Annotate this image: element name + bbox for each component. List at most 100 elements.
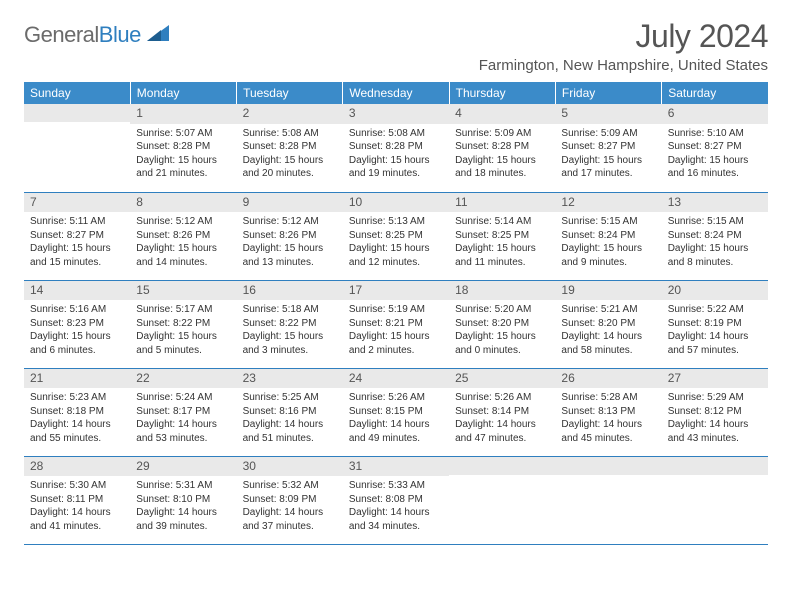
day-number: 26 bbox=[555, 369, 661, 389]
day-dl2: and 13 minutes. bbox=[243, 256, 337, 270]
day-sr: Sunrise: 5:22 AM bbox=[668, 303, 762, 317]
day-sr: Sunrise: 5:12 AM bbox=[243, 215, 337, 229]
day-ss: Sunset: 8:16 PM bbox=[243, 405, 337, 419]
day-sr: Sunrise: 5:10 AM bbox=[668, 127, 762, 141]
day-sr: Sunrise: 5:11 AM bbox=[30, 215, 124, 229]
day-dl2: and 37 minutes. bbox=[243, 520, 337, 534]
day-content: Sunrise: 5:08 AMSunset: 8:28 PMDaylight:… bbox=[343, 124, 449, 185]
day-dl2: and 43 minutes. bbox=[668, 432, 762, 446]
title-block: July 2024 Farmington, New Hampshire, Uni… bbox=[479, 18, 768, 74]
day-sr: Sunrise: 5:25 AM bbox=[243, 391, 337, 405]
day-ss: Sunset: 8:22 PM bbox=[243, 317, 337, 331]
day-ss: Sunset: 8:25 PM bbox=[349, 229, 443, 243]
day-number: 5 bbox=[555, 104, 661, 124]
day-dl2: and 6 minutes. bbox=[30, 344, 124, 358]
day-number: 9 bbox=[237, 193, 343, 213]
calendar-day-cell: 14Sunrise: 5:16 AMSunset: 8:23 PMDayligh… bbox=[24, 280, 130, 368]
day-content: Sunrise: 5:26 AMSunset: 8:15 PMDaylight:… bbox=[343, 388, 449, 449]
day-ss: Sunset: 8:24 PM bbox=[668, 229, 762, 243]
day-ss: Sunset: 8:20 PM bbox=[455, 317, 549, 331]
day-content: Sunrise: 5:20 AMSunset: 8:20 PMDaylight:… bbox=[449, 300, 555, 361]
calendar-week-row: 28Sunrise: 5:30 AMSunset: 8:11 PMDayligh… bbox=[24, 456, 768, 544]
day-dl1: Daylight: 14 hours bbox=[243, 506, 337, 520]
day-content: Sunrise: 5:26 AMSunset: 8:14 PMDaylight:… bbox=[449, 388, 555, 449]
day-content: Sunrise: 5:15 AMSunset: 8:24 PMDaylight:… bbox=[662, 212, 768, 273]
calendar-day-cell: 13Sunrise: 5:15 AMSunset: 8:24 PMDayligh… bbox=[662, 192, 768, 280]
day-number: 22 bbox=[130, 369, 236, 389]
day-ss: Sunset: 8:08 PM bbox=[349, 493, 443, 507]
calendar-day-cell: 16Sunrise: 5:18 AMSunset: 8:22 PMDayligh… bbox=[237, 280, 343, 368]
day-dl1: Daylight: 14 hours bbox=[136, 418, 230, 432]
day-dl1: Daylight: 14 hours bbox=[455, 418, 549, 432]
calendar-day-cell: 23Sunrise: 5:25 AMSunset: 8:16 PMDayligh… bbox=[237, 368, 343, 456]
day-dl1: Daylight: 15 hours bbox=[243, 330, 337, 344]
day-dl1: Daylight: 14 hours bbox=[30, 506, 124, 520]
day-sr: Sunrise: 5:26 AM bbox=[455, 391, 549, 405]
day-number: 19 bbox=[555, 281, 661, 301]
day-dl1: Daylight: 14 hours bbox=[349, 506, 443, 520]
day-content: Sunrise: 5:23 AMSunset: 8:18 PMDaylight:… bbox=[24, 388, 130, 449]
calendar-week-row: 14Sunrise: 5:16 AMSunset: 8:23 PMDayligh… bbox=[24, 280, 768, 368]
day-dl1: Daylight: 15 hours bbox=[668, 154, 762, 168]
empty-day-header bbox=[555, 457, 661, 475]
day-content: Sunrise: 5:09 AMSunset: 8:28 PMDaylight:… bbox=[449, 124, 555, 185]
day-sr: Sunrise: 5:23 AM bbox=[30, 391, 124, 405]
day-dl2: and 39 minutes. bbox=[136, 520, 230, 534]
day-dl2: and 20 minutes. bbox=[243, 167, 337, 181]
calendar-day-cell: 20Sunrise: 5:22 AMSunset: 8:19 PMDayligh… bbox=[662, 280, 768, 368]
day-content: Sunrise: 5:17 AMSunset: 8:22 PMDaylight:… bbox=[130, 300, 236, 361]
day-ss: Sunset: 8:20 PM bbox=[561, 317, 655, 331]
calendar-week-row: 7Sunrise: 5:11 AMSunset: 8:27 PMDaylight… bbox=[24, 192, 768, 280]
day-content: Sunrise: 5:15 AMSunset: 8:24 PMDaylight:… bbox=[555, 212, 661, 273]
day-dl2: and 15 minutes. bbox=[30, 256, 124, 270]
triangle-icon bbox=[147, 25, 169, 46]
calendar-day-cell: 17Sunrise: 5:19 AMSunset: 8:21 PMDayligh… bbox=[343, 280, 449, 368]
day-content: Sunrise: 5:12 AMSunset: 8:26 PMDaylight:… bbox=[237, 212, 343, 273]
day-content: Sunrise: 5:22 AMSunset: 8:19 PMDaylight:… bbox=[662, 300, 768, 361]
day-ss: Sunset: 8:09 PM bbox=[243, 493, 337, 507]
day-number: 6 bbox=[662, 104, 768, 124]
day-sr: Sunrise: 5:24 AM bbox=[136, 391, 230, 405]
calendar-day-cell: 10Sunrise: 5:13 AMSunset: 8:25 PMDayligh… bbox=[343, 192, 449, 280]
calendar-day-cell: 30 Sunrise: 5:32 AMSunset: 8:09 PMDayligh… bbox=[237, 456, 343, 544]
calendar-day-cell: 19Sunrise: 5:21 AMSunset: 8:20 PMDayligh… bbox=[555, 280, 661, 368]
day-dl2: and 17 minutes. bbox=[561, 167, 655, 181]
day-dl2: and 47 minutes. bbox=[455, 432, 549, 446]
day-ss: Sunset: 8:13 PM bbox=[561, 405, 655, 419]
day-dl2: and 3 minutes. bbox=[243, 344, 337, 358]
calendar-week-row: 21Sunrise: 5:23 AMSunset: 8:18 PMDayligh… bbox=[24, 368, 768, 456]
day-content: Sunrise: 5:12 AMSunset: 8:26 PMDaylight:… bbox=[130, 212, 236, 273]
day-number: 14 bbox=[24, 281, 130, 301]
calendar-header-row: SundayMondayTuesdayWednesdayThursdayFrid… bbox=[24, 82, 768, 104]
day-dl1: Daylight: 15 hours bbox=[668, 242, 762, 256]
day-ss: Sunset: 8:28 PM bbox=[243, 140, 337, 154]
day-sr: Sunrise: 5:32 AM bbox=[243, 479, 337, 493]
day-content: Sunrise: 5:16 AMSunset: 8:23 PMDaylight:… bbox=[24, 300, 130, 361]
day-number: 12 bbox=[555, 193, 661, 213]
calendar-day-cell: 2Sunrise: 5:08 AMSunset: 8:28 PMDaylight… bbox=[237, 104, 343, 192]
day-dl2: and 0 minutes. bbox=[455, 344, 549, 358]
day-dl1: Daylight: 15 hours bbox=[455, 154, 549, 168]
day-number: 30 bbox=[237, 457, 343, 477]
day-sr: Sunrise: 5:09 AM bbox=[455, 127, 549, 141]
day-dl1: Daylight: 15 hours bbox=[349, 242, 443, 256]
day-dl2: and 41 minutes. bbox=[30, 520, 124, 534]
day-content: Sunrise: 5:11 AMSunset: 8:27 PMDaylight:… bbox=[24, 212, 130, 273]
day-content: Sunrise: 5:25 AMSunset: 8:16 PMDaylight:… bbox=[237, 388, 343, 449]
day-number: 1 bbox=[130, 104, 236, 124]
day-dl1: Daylight: 14 hours bbox=[668, 418, 762, 432]
day-ss: Sunset: 8:26 PM bbox=[136, 229, 230, 243]
day-content: Sunrise: 5:14 AMSunset: 8:25 PMDaylight:… bbox=[449, 212, 555, 273]
day-sr: Sunrise: 5:19 AM bbox=[349, 303, 443, 317]
day-sr: Sunrise: 5:15 AM bbox=[561, 215, 655, 229]
day-dl2: and 21 minutes. bbox=[136, 167, 230, 181]
day-dl1: Daylight: 15 hours bbox=[136, 330, 230, 344]
day-ss: Sunset: 8:25 PM bbox=[455, 229, 549, 243]
day-content: Sunrise: 5:08 AMSunset: 8:28 PMDaylight:… bbox=[237, 124, 343, 185]
day-ss: Sunset: 8:28 PM bbox=[136, 140, 230, 154]
day-dl2: and 34 minutes. bbox=[349, 520, 443, 534]
logo-text: GeneralBlue bbox=[24, 22, 141, 48]
calendar-day-cell: 27Sunrise: 5:29 AMSunset: 8:12 PMDayligh… bbox=[662, 368, 768, 456]
weekday-header: Thursday bbox=[449, 82, 555, 104]
day-dl2: and 45 minutes. bbox=[561, 432, 655, 446]
